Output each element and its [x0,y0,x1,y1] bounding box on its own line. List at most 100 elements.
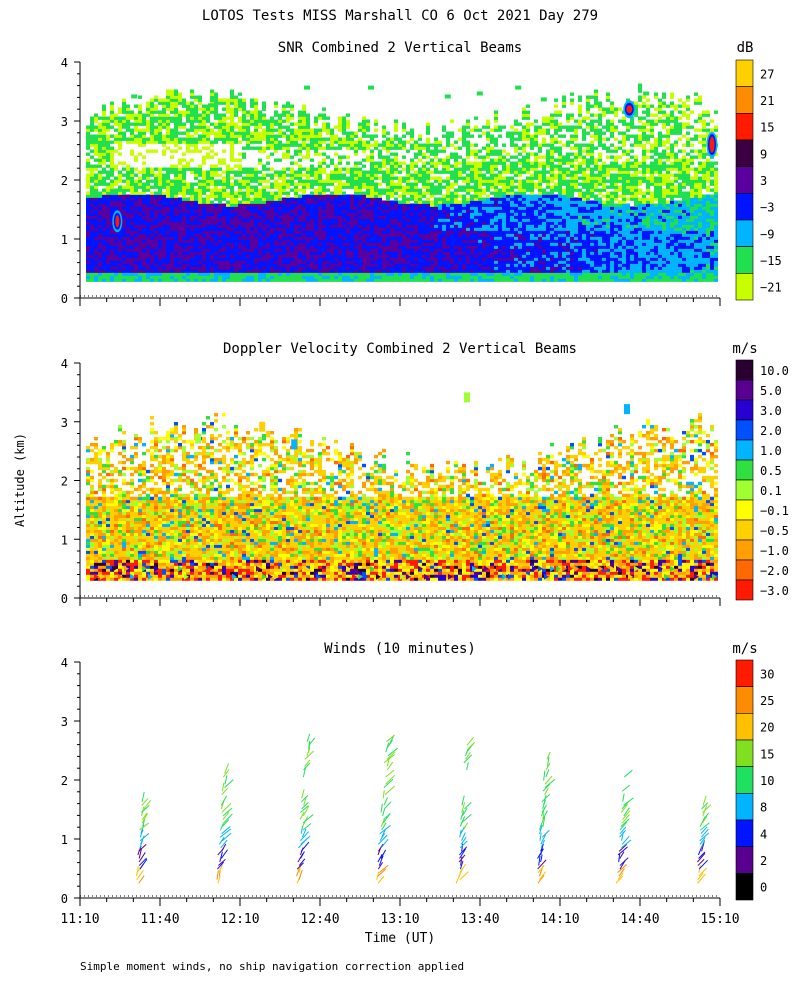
colorbar-label: 21 [760,94,774,108]
velocity-speck [624,404,630,414]
colorbar-swatch [736,560,753,580]
colorbar-label: 1.0 [760,444,782,458]
colorbar-swatch [736,500,753,520]
colorbar-swatch [736,167,753,194]
colorbar-swatch [736,793,753,820]
wind-vector [218,876,220,883]
x-tick-label: 12:10 [220,912,259,927]
colorbar-label: −0.1 [760,504,789,518]
velocity-speck [291,439,297,449]
wind-vector [624,798,634,806]
colorbar-label: 30 [760,667,774,681]
y-tick-label: 4 [61,357,68,371]
wind-vector [220,823,223,830]
colorbar-swatch [736,380,753,400]
snr-speck [445,94,451,98]
wind-vector [138,844,146,851]
colorbar-swatch [736,767,753,794]
colorbar-label: 2.0 [760,424,782,438]
wind-vector [616,876,623,883]
wind-vector [386,775,395,784]
x-tick-label: 14:10 [540,912,579,927]
wind-vector [540,833,541,841]
y-tick-label: 1 [61,233,68,247]
colorbar-label: −3 [760,201,774,215]
snr-field [86,83,718,281]
wind-vector [139,823,148,830]
wind-vector [465,802,472,809]
colorbar-swatch [736,540,753,560]
colorbar-swatch [736,660,753,687]
colorbar-swatch [736,420,753,440]
x-axis-label: Time (UT) [365,931,435,946]
snr-spot-core [626,105,632,113]
colorbar-swatch [736,113,753,140]
colorbar-label: 5.0 [760,384,782,398]
snr-speck [208,103,214,107]
colorbar-label: 27 [760,67,774,81]
snr-speck [643,92,649,96]
colorbar-label: −9 [760,227,774,241]
colorbar-label: 10 [760,774,774,788]
y-axis-label: Altitude (km) [13,433,27,527]
colorbar-label: 10.0 [760,364,789,378]
colorbar-swatch [736,400,753,420]
wind-vector [703,813,708,820]
snr-speck [477,92,483,96]
winds-colorbar-unit: m/s [732,641,757,657]
colorbar-label: 15 [760,121,774,135]
y-tick-label: 1 [61,533,68,547]
wind-vector [624,770,632,777]
wind-vector [537,849,543,859]
wind-vector [463,823,467,831]
wind-vector [467,762,469,770]
y-tick-label: 2 [61,174,68,188]
colorbar-label: 8 [760,801,767,815]
colorbar-label: −15 [760,254,782,268]
snr-speck [131,94,137,98]
wind-vector [307,734,310,742]
wind-vector [545,779,555,787]
colorbar-swatch [736,873,753,900]
y-tick-label: 0 [61,292,68,306]
wind-barbs [136,734,711,884]
snr-colorbar-unit: dB [737,40,754,56]
y-tick-label: 0 [61,592,68,606]
colorbar-swatch [736,847,753,874]
wind-vector [620,858,628,866]
wind-vector [301,836,310,844]
colorbar-swatch [736,440,753,460]
colorbar-label: −0.5 [760,524,789,538]
wind-vector [224,814,233,823]
winds-panel-title: Winds (10 minutes) [324,641,476,657]
wind-vector [388,748,398,756]
wind-vector [384,798,388,806]
y-tick-label: 4 [61,56,68,70]
wind-vector [303,815,313,824]
wind-vector [383,808,385,816]
colorbar-label: 0.5 [760,464,782,478]
wind-vector [544,770,545,780]
colorbar-swatch [736,713,753,740]
wind-vector [538,875,544,883]
colorbar-swatch [736,220,753,247]
wind-vector [219,837,224,844]
colorbar-label: −3.0 [760,584,789,598]
y-tick-label: 3 [61,416,68,430]
velocity-speck [259,422,265,432]
y-tick-label: 3 [61,715,68,729]
wind-vector [386,735,394,742]
x-tick-label: 13:40 [460,912,499,927]
x-tick-label: 14:40 [620,912,659,927]
colorbar-label: 2 [760,854,767,868]
wind-vector [139,876,144,884]
doppler-panel: Doppler Velocity Combined 2 Vertical Bea… [61,341,789,606]
colorbar-label: 9 [760,147,767,161]
x-tick-label: 15:10 [700,912,739,927]
snr-spot-core [710,137,715,153]
figure-title: LOTOS Tests MISS Marshall CO 6 Oct 2021 … [202,8,598,24]
